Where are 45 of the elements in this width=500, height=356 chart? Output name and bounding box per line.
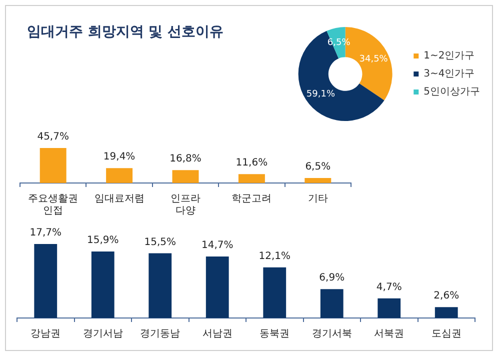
- bar: [378, 298, 401, 318]
- data-label: 59,1%: [306, 90, 336, 100]
- data-label: 15,9%: [86, 235, 119, 246]
- bar: [40, 148, 66, 183]
- x-tick-label: 동북권: [260, 328, 290, 340]
- x-tick-label: 경기서북: [312, 328, 352, 340]
- bar: [434, 307, 458, 318]
- x-tick-label: 인프라 다양: [170, 194, 200, 217]
- bar: [304, 178, 332, 183]
- x-tick-label: 서북권: [374, 328, 404, 340]
- x-tick-label: 학군고려: [232, 194, 272, 205]
- x-tick-label: 도심권: [431, 328, 462, 340]
- x-tick-label: 경기동남: [140, 328, 180, 340]
- data-label: 34,5%: [359, 54, 388, 64]
- bar: [206, 256, 229, 318]
- bar: [238, 174, 265, 183]
- data-label: 4,7%: [376, 282, 402, 293]
- legend-label: 3~4인가구: [424, 68, 475, 80]
- x-tick-label: 임대료저렴: [94, 194, 144, 205]
- x-tick-label: 서남권: [202, 328, 232, 340]
- x-tick-label: 강남권: [30, 328, 61, 340]
- data-label: 11,6%: [236, 158, 268, 169]
- bar: [91, 252, 114, 318]
- x-tick-label: 경기서남: [82, 328, 123, 340]
- x-tick-label: 기타: [308, 194, 328, 205]
- data-label: 2,6%: [434, 290, 460, 302]
- bar: [148, 253, 172, 318]
- data-label: 16,8%: [170, 154, 202, 165]
- bar: [106, 168, 133, 183]
- bar: [263, 267, 286, 318]
- data-label: 6,9%: [319, 272, 345, 284]
- text: 임대거주 희망지역 및 선호이유: [27, 23, 224, 41]
- bar: [172, 170, 199, 183]
- x-tick-label: 주요생활권 인접: [28, 194, 78, 217]
- data-label: 6,5%: [305, 162, 331, 173]
- data-label: 17,7%: [30, 228, 62, 239]
- data-label: 12,1%: [258, 251, 291, 262]
- legend-label: 5인이상가구: [424, 86, 480, 98]
- legend-label: 1~2인가구: [424, 50, 475, 62]
- data-label: 14,7%: [201, 240, 234, 252]
- data-label: 19,4%: [103, 152, 136, 163]
- data-label: 15,5%: [144, 236, 176, 248]
- data-label: 45,7%: [37, 132, 69, 143]
- bar: [320, 289, 344, 318]
- bar: [34, 244, 58, 318]
